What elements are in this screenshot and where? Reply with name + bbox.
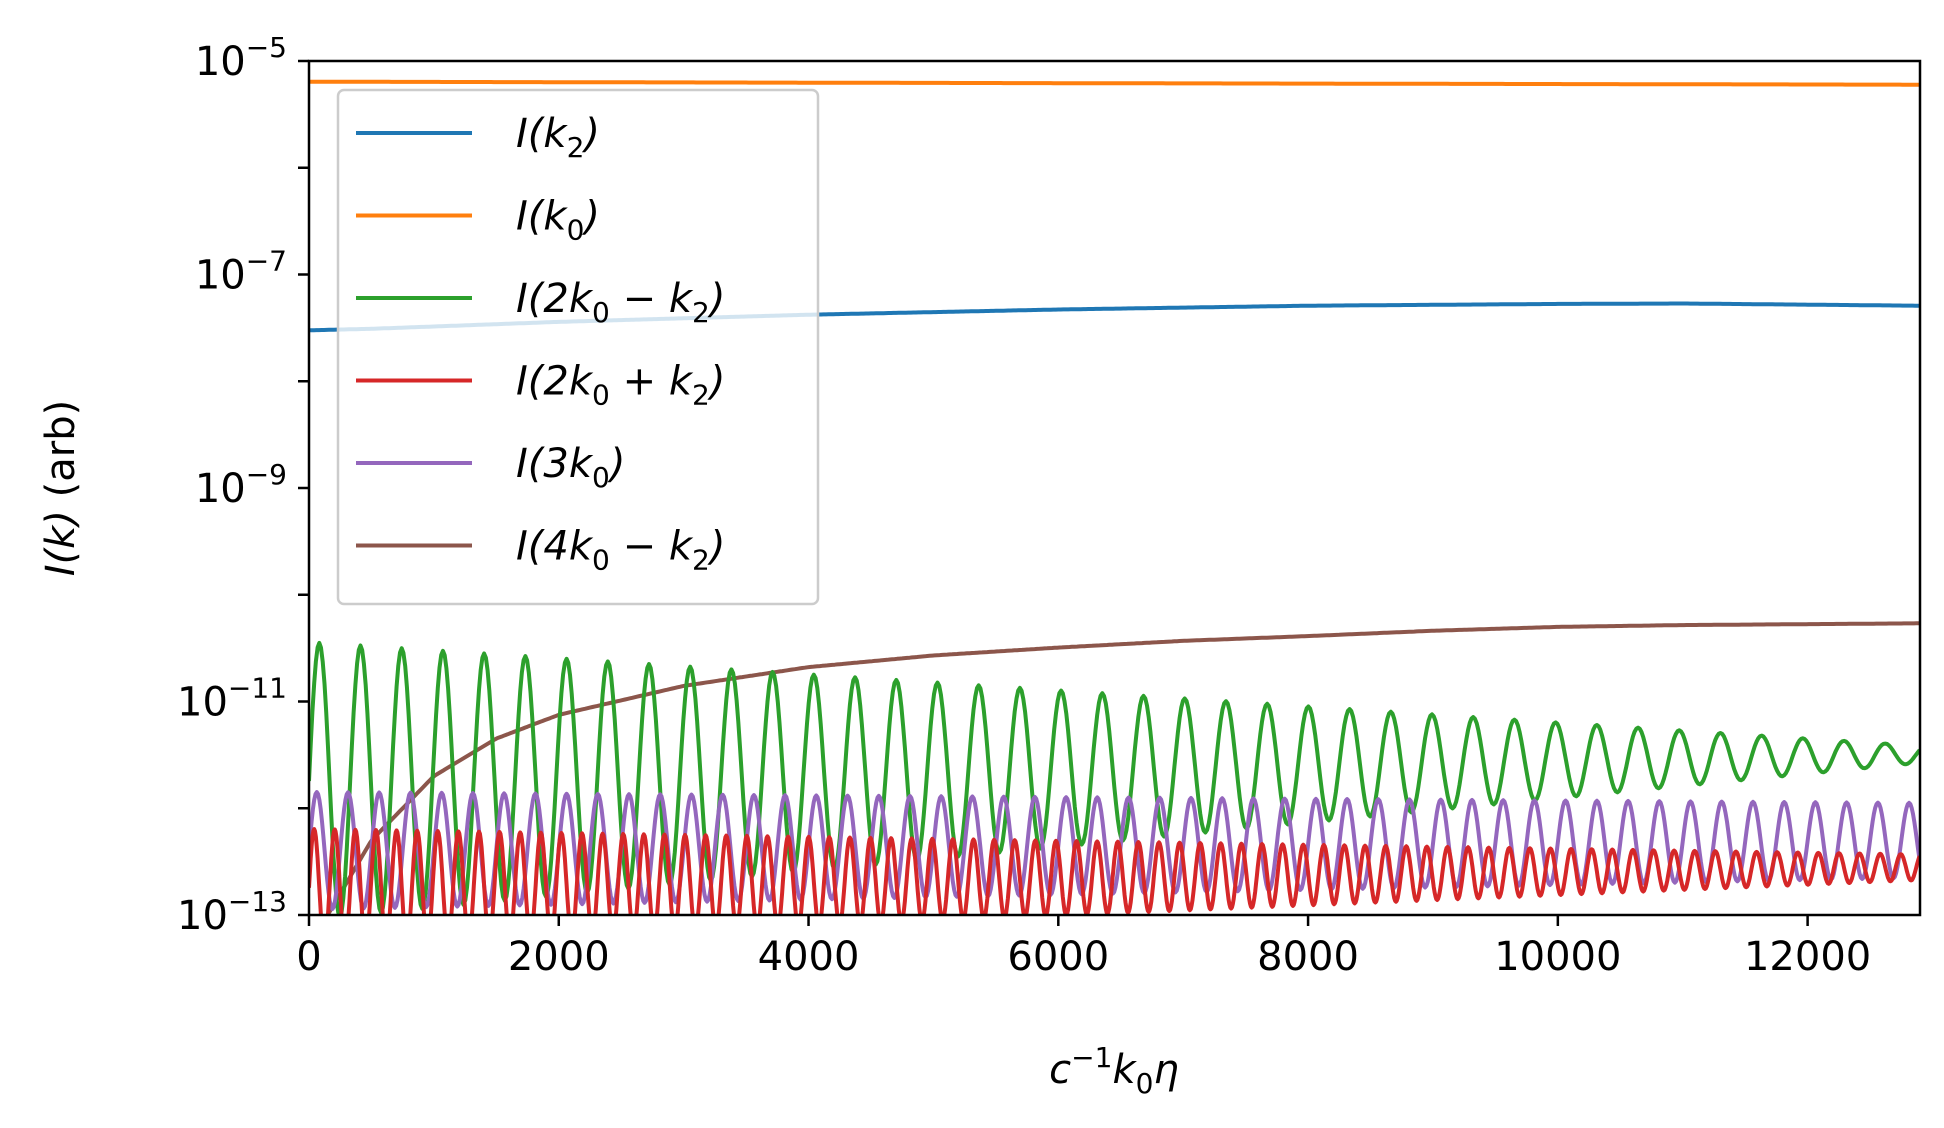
legend: I(k2) I(k0) I(2k0 − k2) I(2k0 + k2) I(3k0) I(… — [336, 88, 820, 606]
legend-box — [336, 88, 820, 606]
legend-label-purple: I(3k0) — [516, 441, 625, 494]
x-axis-label: c−1k0η — [1049, 1041, 1179, 1100]
series-line-orange — [309, 79, 1920, 87]
y-tick-label: 10−9 — [195, 458, 287, 512]
legend-label-red: I(2k0 + k2) — [516, 359, 725, 412]
x-axis: 0 2000 4000 6000 8000 10000 12000 — [296, 915, 1871, 980]
x-tick-label: 4000 — [758, 934, 860, 980]
x-tick-label: 8000 — [1257, 934, 1359, 980]
x-tick-label: 2000 — [508, 934, 610, 980]
y-axis-label: I(k) (arb) — [38, 400, 84, 576]
y-tick-label: 10−13 — [177, 885, 287, 939]
x-tick-label: 10000 — [1494, 934, 1621, 980]
legend-label-blue: I(k2) — [516, 111, 600, 164]
legend-label-orange: I(k0) — [516, 194, 600, 247]
y-tick-label: 10−7 — [195, 245, 287, 299]
x-tick-label: 6000 — [1007, 934, 1109, 980]
series-line-red — [309, 827, 1920, 915]
x-tick-label: 12000 — [1744, 934, 1871, 980]
legend-label-brown: I(4k0 − k2) — [516, 524, 725, 577]
series-line-brown — [325, 621, 1920, 915]
y-tick-label: 10−11 — [177, 672, 287, 726]
series-line-green — [309, 640, 1920, 915]
x-tick-label: 0 — [296, 934, 321, 980]
legend-label-green: I(2k0 − k2) — [516, 276, 725, 329]
y-tick-label: 10−5 — [195, 31, 287, 85]
y-axis: 10−13 10−11 10−9 10−7 10−5 — [177, 31, 309, 939]
